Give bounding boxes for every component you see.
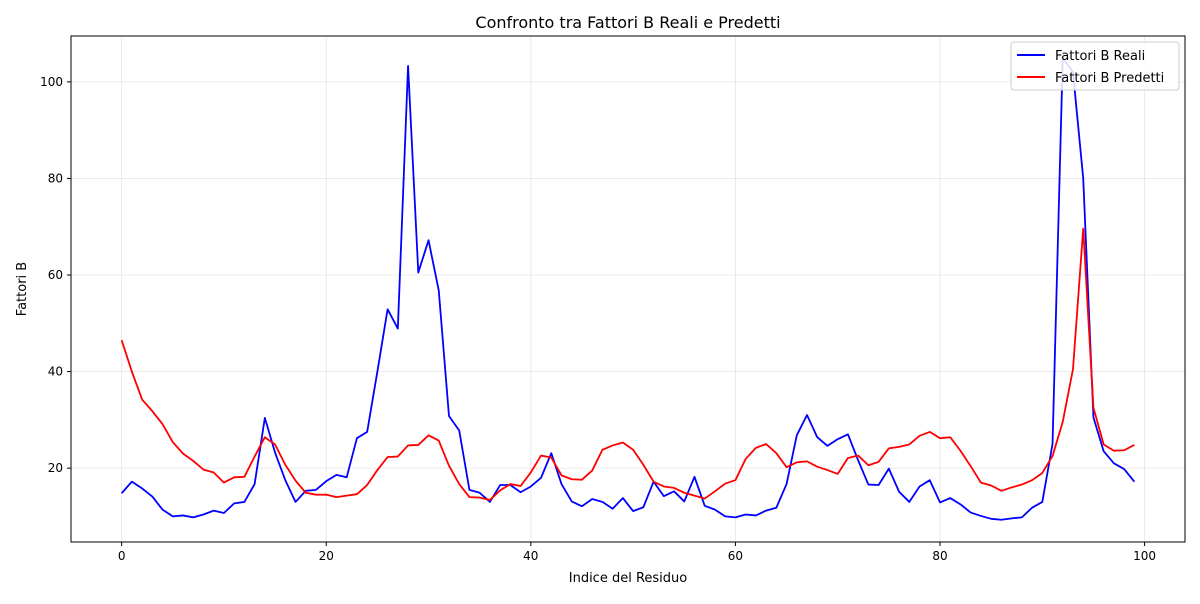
series-lines bbox=[120, 56, 1136, 521]
plot-area-frame bbox=[70, 35, 1186, 543]
y-tick-label: 60 bbox=[48, 268, 63, 282]
legend-label-predetti: Fattori B Predetti bbox=[1055, 71, 1164, 86]
grid bbox=[71, 36, 1185, 542]
legend: Fattori B Reali Fattori B Predetti bbox=[1010, 41, 1180, 91]
series-line-predetti bbox=[120, 227, 1135, 501]
x-tick-label: 80 bbox=[932, 549, 947, 563]
legend-box bbox=[1010, 41, 1180, 91]
series-line-reali bbox=[120, 56, 1136, 521]
x-tick-label: 0 bbox=[118, 549, 126, 563]
x-axis-label: Indice del Residuo bbox=[569, 571, 688, 586]
x-tick-label: 20 bbox=[319, 549, 334, 563]
y-tick-label: 100 bbox=[40, 75, 63, 89]
x-tick-label: 100 bbox=[1133, 549, 1156, 563]
y-axis-label: Fattori B bbox=[15, 262, 30, 316]
y-tick-label: 20 bbox=[48, 461, 63, 475]
x-tick-label: 60 bbox=[728, 549, 743, 563]
x-tick-label: 40 bbox=[523, 549, 538, 563]
chart-title: Confronto tra Fattori B Reali e Predetti bbox=[475, 13, 780, 32]
legend-label-reali: Fattori B Reali bbox=[1055, 49, 1145, 64]
axis-ticks: 0 20 40 60 80 100 20 40 60 80 100 bbox=[40, 75, 1156, 563]
y-tick-label: 40 bbox=[48, 365, 63, 379]
y-tick-label: 80 bbox=[48, 171, 63, 185]
